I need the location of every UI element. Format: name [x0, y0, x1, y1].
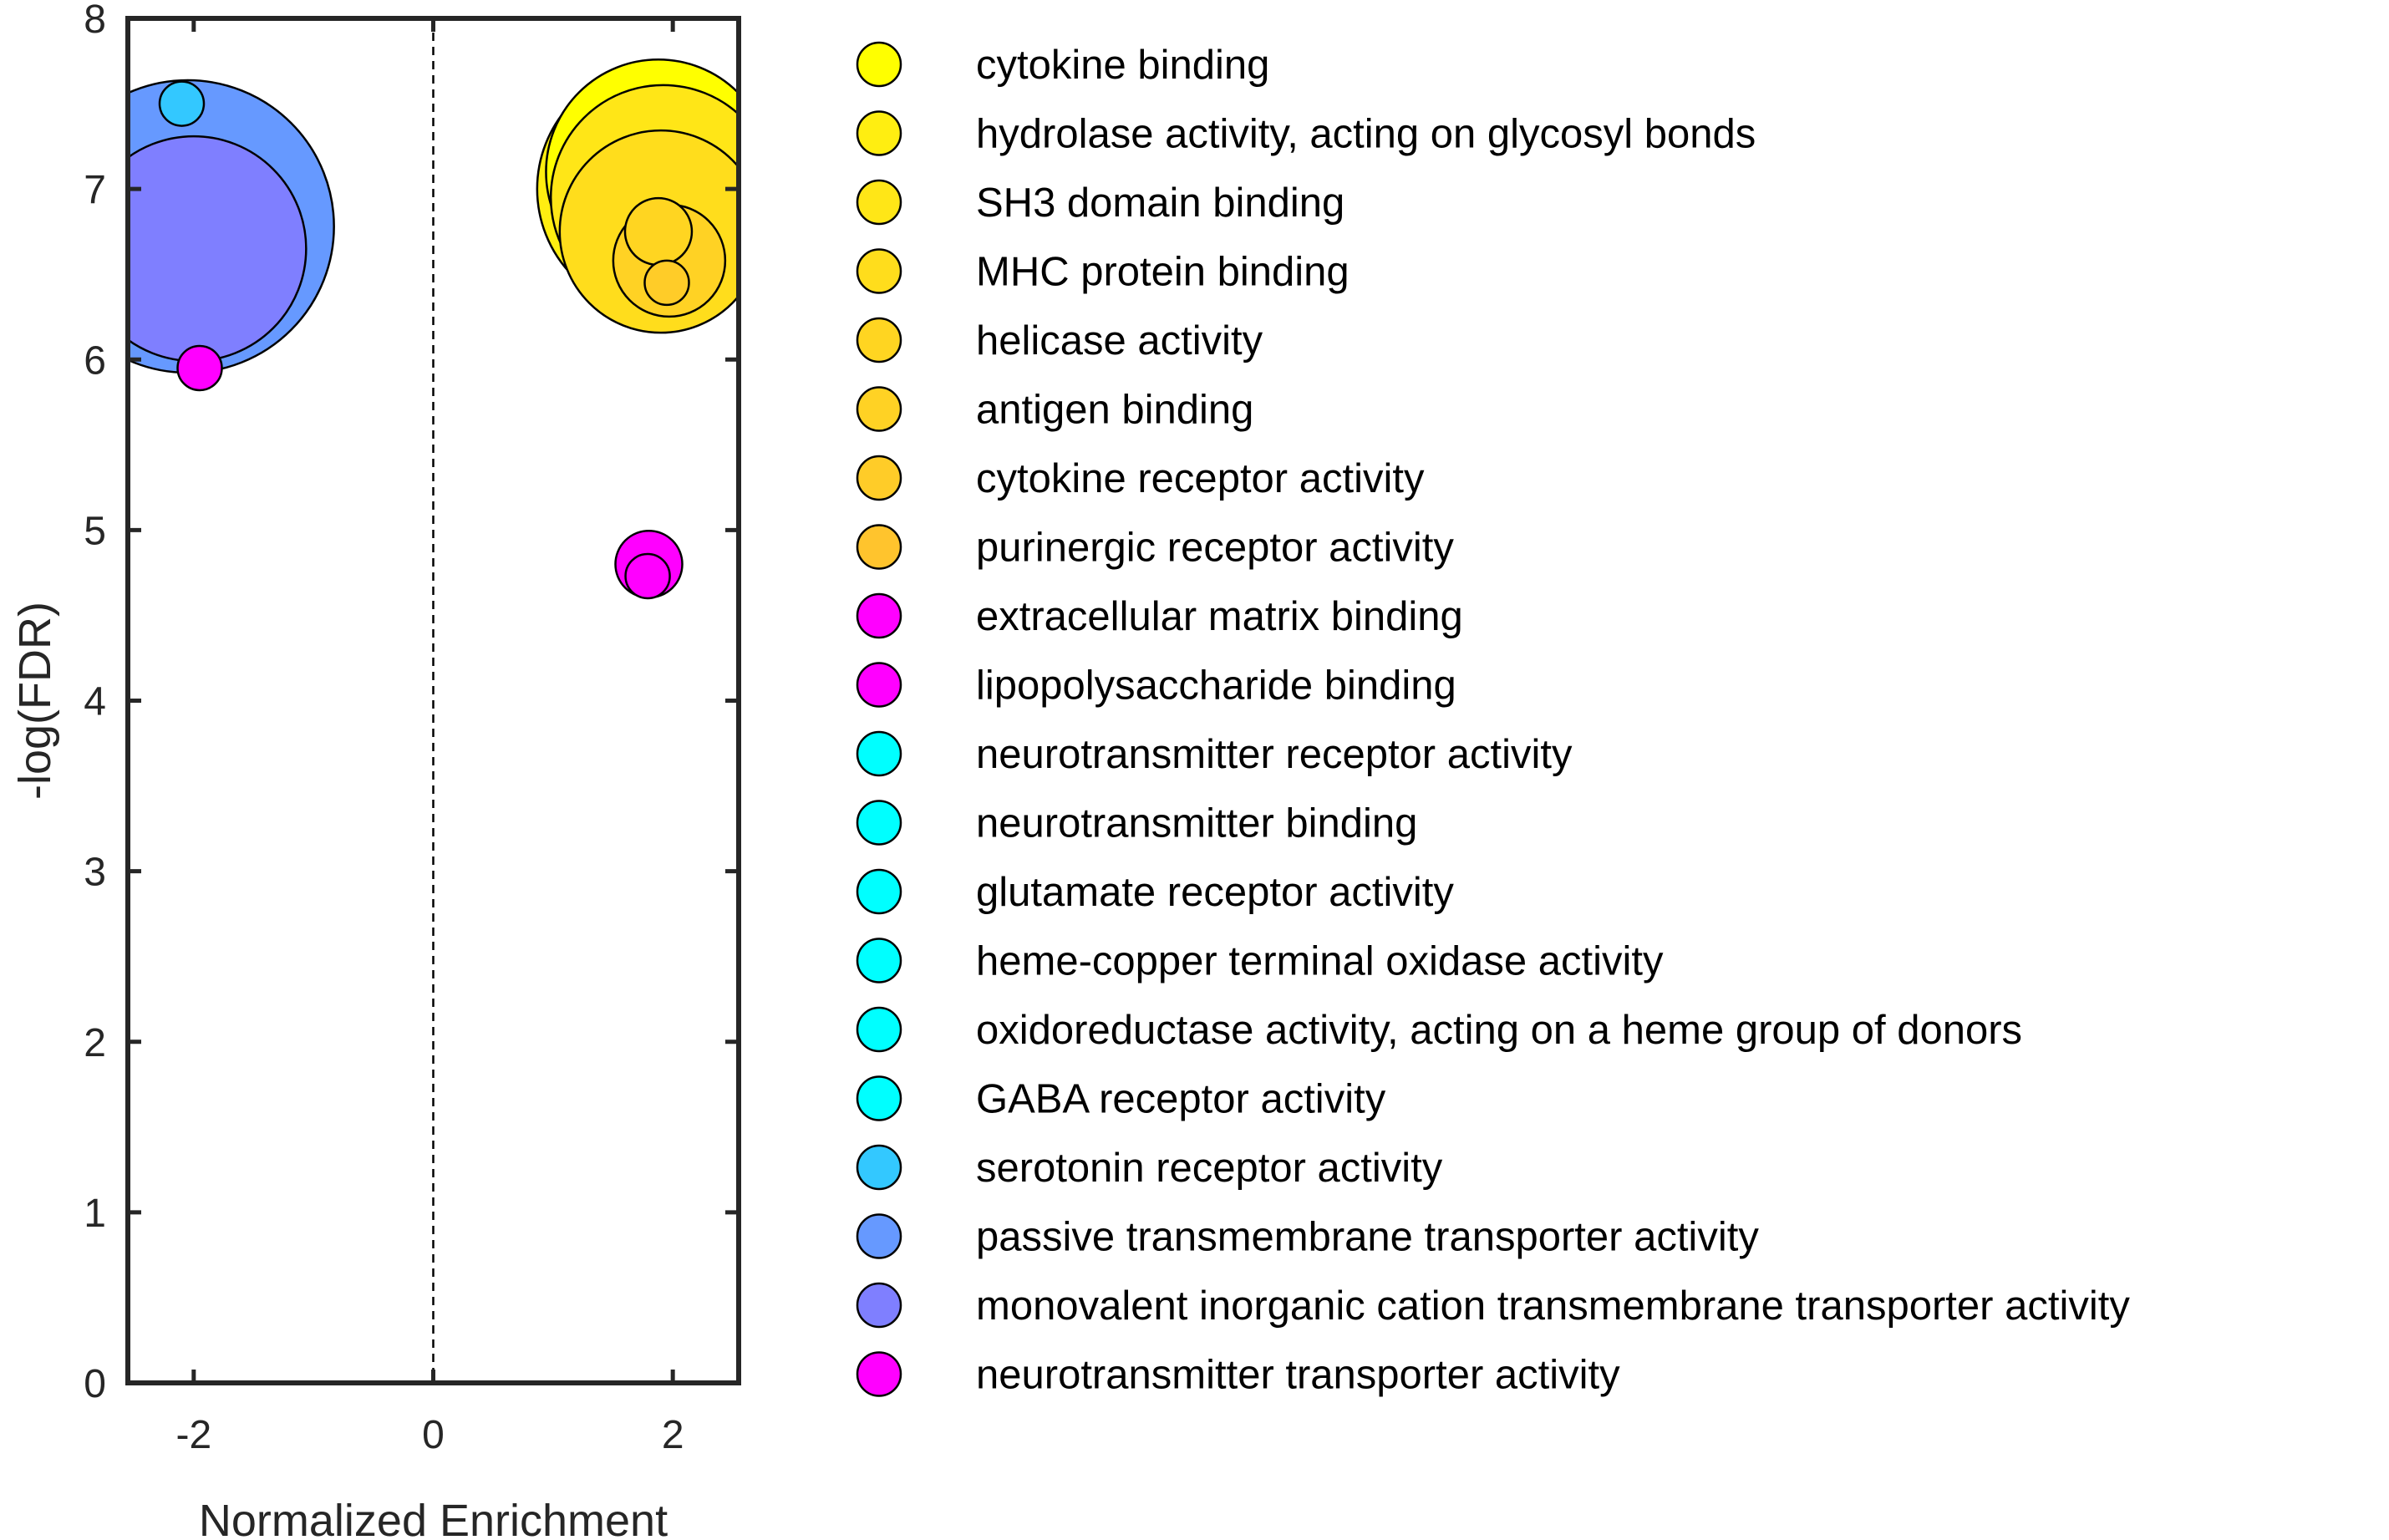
legend-marker — [856, 386, 902, 432]
y-tick-label: 1 — [84, 1192, 106, 1236]
legend-item: GABA receptor activity — [856, 1075, 1386, 1122]
plot-area — [128, 18, 739, 1383]
legend-marker — [856, 1144, 902, 1191]
legend-item: cytokine receptor activity — [856, 455, 1425, 501]
x-axis-title: Normalized Enrichment — [199, 1496, 668, 1540]
x-tick-label: 2 — [662, 1413, 684, 1457]
legend-label: serotonin receptor activity — [976, 1146, 1443, 1191]
legend-marker — [856, 179, 902, 226]
legend-label: monovalent inorganic cation transmembran… — [976, 1283, 2130, 1329]
legend-item: lipopolysaccharide binding — [856, 662, 1456, 709]
legend-marker — [856, 868, 902, 915]
legend-label: heme-copper terminal oxidase activity — [976, 939, 1664, 984]
legend-item: passive transmembrane transporter activi… — [856, 1213, 1759, 1260]
legend-label: GABA receptor activity — [976, 1077, 1386, 1122]
legend-marker — [856, 455, 902, 501]
legend-marker — [856, 800, 902, 846]
bubble-point — [623, 196, 694, 267]
legend-marker — [856, 938, 902, 983]
axes: 0 1 2 3 4 5 6 7 8 -2 0 2 — [84, 0, 741, 1457]
legend-label: SH3 domain binding — [976, 180, 1344, 226]
legend-label: oxidoreductase activity, acting on a hem… — [976, 1008, 2022, 1053]
y-tick-label: 3 — [84, 851, 106, 895]
y-axis-title: -log(FDR) — [10, 602, 60, 800]
legend-item: purinergic receptor activity — [856, 524, 1454, 571]
legend-label: MHC protein binding — [976, 250, 1350, 295]
legend-label: neurotransmitter binding — [976, 801, 1417, 846]
legend-marker — [856, 524, 902, 570]
bubble-point — [128, 135, 308, 363]
legend-item: neurotransmitter binding — [856, 800, 1417, 846]
legend-item: oxidoreductase activity, acting on a hem… — [856, 1006, 2022, 1053]
legend-label: cytokine binding — [976, 43, 1269, 88]
legend-marker — [856, 662, 902, 708]
bubble-point — [176, 344, 223, 392]
x-tick-label: -2 — [175, 1413, 211, 1457]
legend-label: neurotransmitter transporter activity — [976, 1353, 1620, 1398]
x-tick-label: 0 — [422, 1413, 445, 1457]
legend-label: extracellular matrix binding — [976, 594, 1463, 639]
legend-marker — [856, 1006, 902, 1053]
bubble-point — [643, 259, 690, 307]
y-tick-label: 7 — [84, 168, 106, 212]
legend-item: helicase activity — [856, 317, 1263, 363]
legend-marker — [856, 317, 902, 363]
legend-item: antigen binding — [856, 386, 1253, 433]
legend-label: lipopolysaccharide binding — [976, 663, 1456, 709]
legend-label: glutamate receptor activity — [976, 870, 1454, 915]
legend-item: neurotransmitter receptor activity — [856, 730, 1573, 777]
bubble-point — [624, 552, 671, 600]
legend-item: MHC protein binding — [856, 248, 1350, 295]
y-tick-label: 0 — [84, 1362, 106, 1406]
y-tick-label: 5 — [84, 509, 106, 553]
legend-label: passive transmembrane transporter activi… — [976, 1215, 1759, 1260]
legend-marker — [856, 1282, 902, 1329]
legend-item: extracellular matrix binding — [856, 592, 1463, 639]
y-tick-label: 6 — [84, 338, 106, 383]
legend-label: neurotransmitter receptor activity — [976, 732, 1573, 777]
legend-item: heme-copper terminal oxidase activity — [856, 938, 1664, 984]
y-tick-label: 8 — [84, 0, 106, 42]
legend-item: monovalent inorganic cation transmembran… — [856, 1282, 2130, 1329]
legend-marker — [856, 248, 902, 294]
bubble-point — [158, 80, 206, 127]
legend-marker — [856, 1351, 902, 1397]
legend-label: hydrolase activity, acting on glycosyl b… — [976, 112, 1756, 157]
y-tick-label: 2 — [84, 1021, 106, 1065]
legend-label: purinergic receptor activity — [976, 526, 1454, 571]
legend-label: helicase activity — [976, 318, 1263, 363]
legend-item: SH3 domain binding — [856, 179, 1344, 226]
y-tick-label: 4 — [84, 680, 106, 724]
legend-marker — [856, 592, 902, 639]
legend-item: serotonin receptor activity — [856, 1144, 1443, 1191]
legend-marker — [856, 41, 902, 88]
legend: cytokine binding hydrolase activity, acti… — [856, 41, 2130, 1398]
legend-item: neurotransmitter transporter activity — [856, 1351, 1620, 1398]
legend-marker — [856, 1213, 902, 1259]
legend-marker — [856, 730, 902, 777]
legend-item: cytokine binding — [856, 41, 1269, 88]
legend-item: glutamate receptor activity — [856, 868, 1454, 915]
legend-label: antigen binding — [976, 388, 1253, 433]
legend-item: hydrolase activity, acting on glycosyl b… — [856, 110, 1756, 157]
legend-marker — [856, 110, 902, 156]
legend-label: cytokine receptor activity — [976, 456, 1425, 501]
legend-marker — [856, 1075, 902, 1121]
